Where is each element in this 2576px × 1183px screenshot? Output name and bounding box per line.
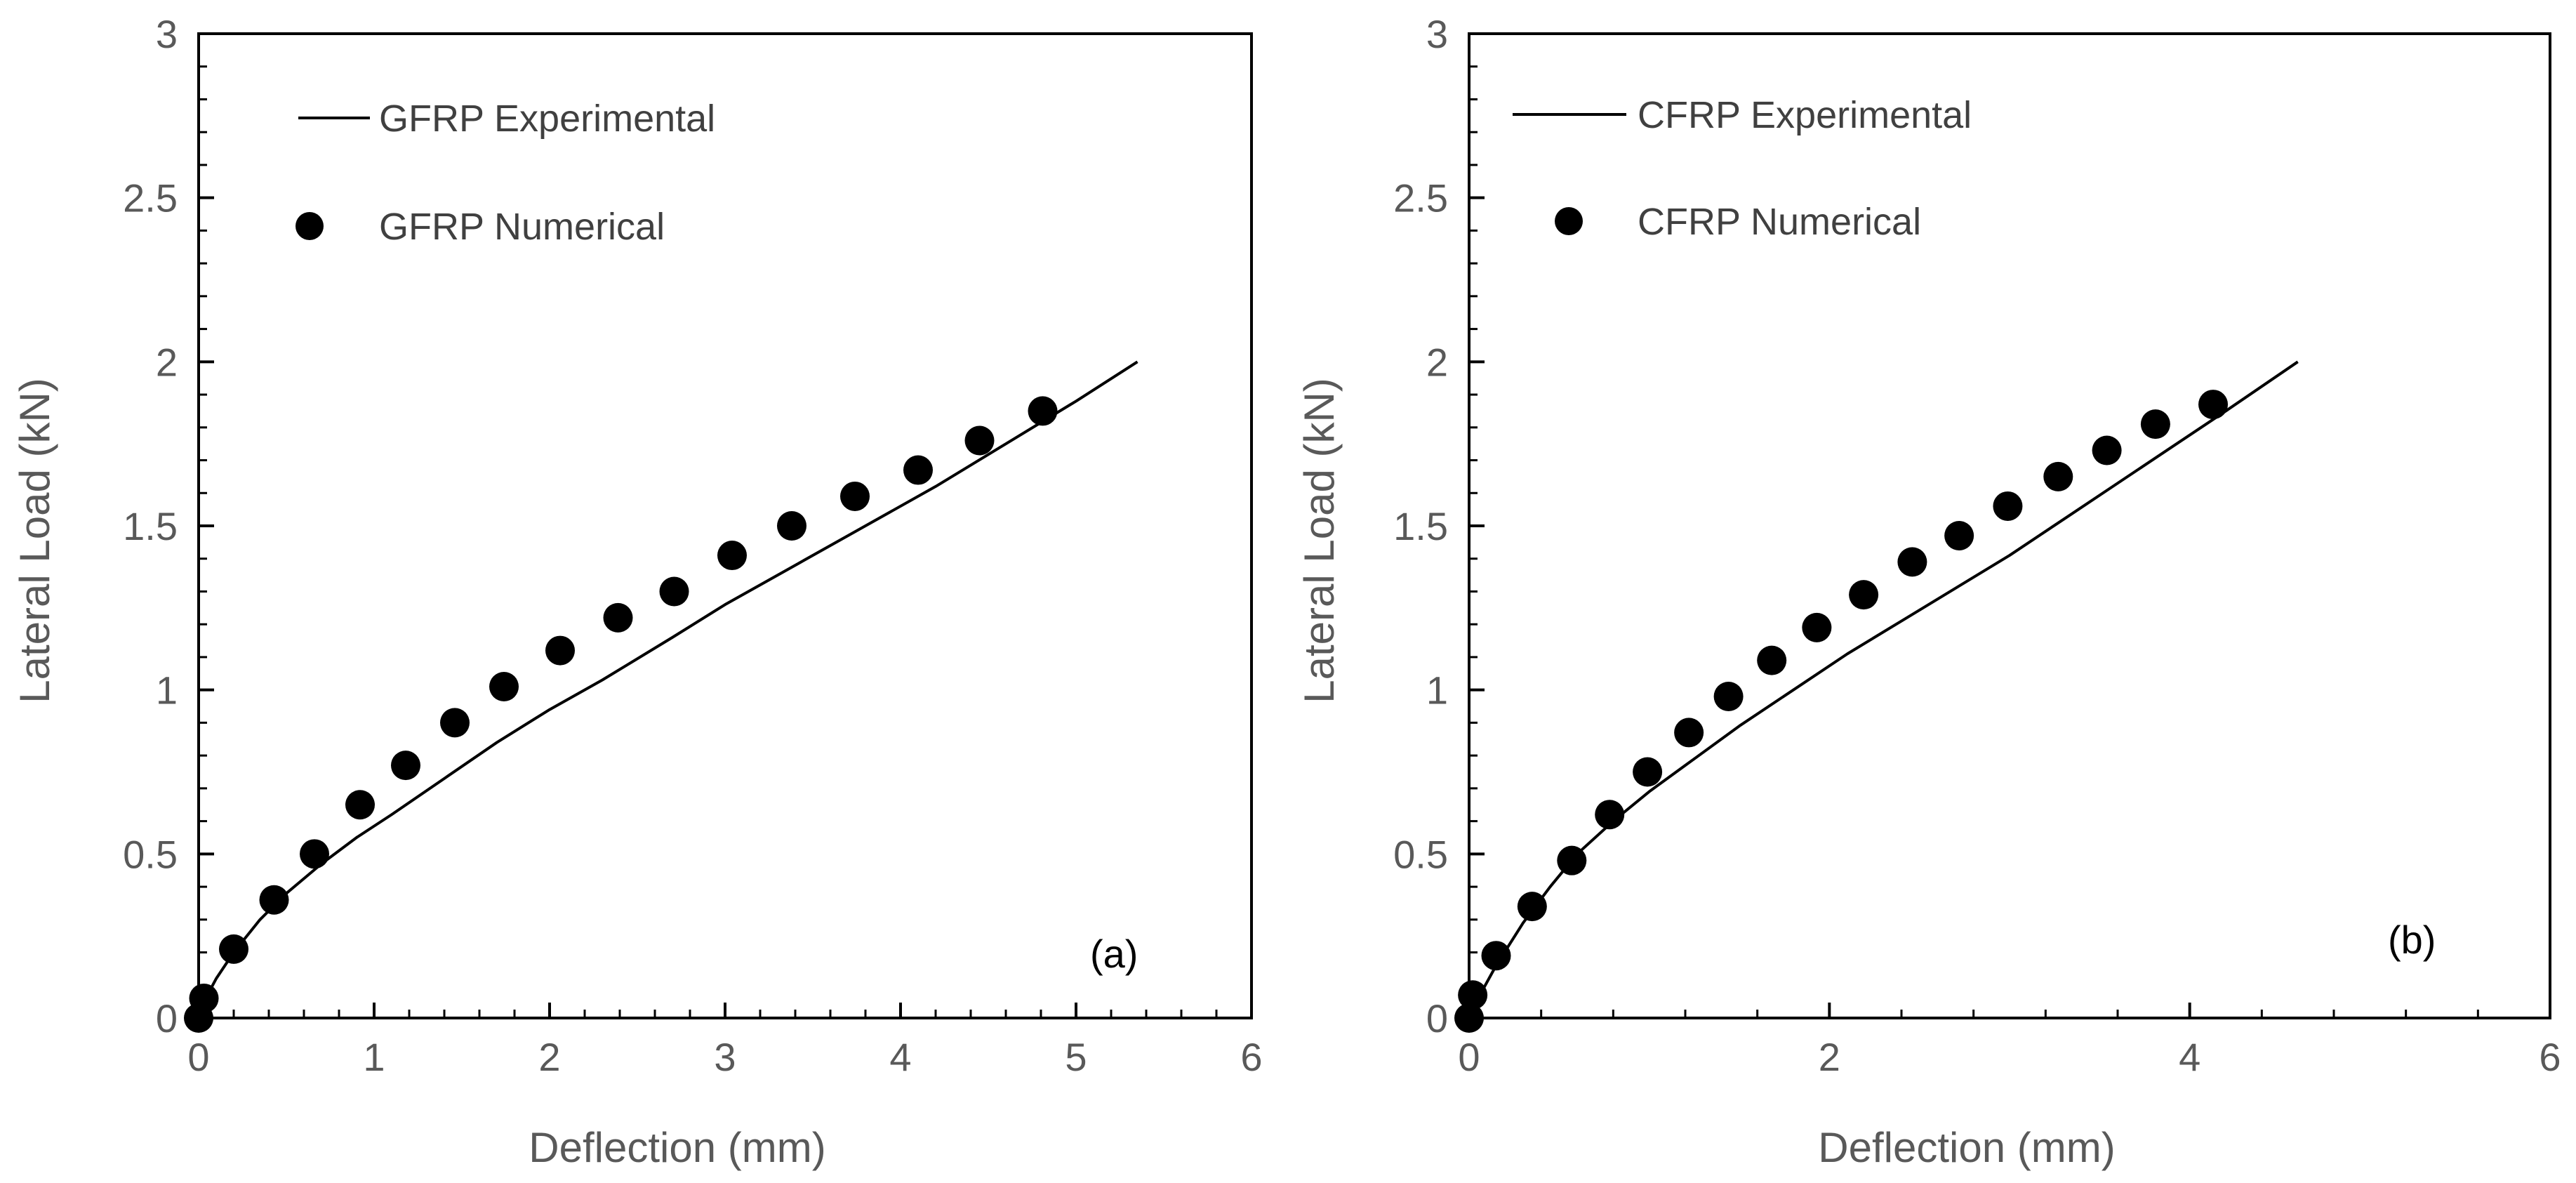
data-point-numerical (219, 934, 248, 964)
data-point-numerical (2198, 390, 2229, 420)
y-tick-label: 2.5 (123, 176, 178, 220)
y-tick-label: 1.5 (123, 504, 178, 548)
y-axis-title: Lateral Load (kN) (11, 378, 58, 703)
data-point-numerical (1557, 845, 1587, 875)
data-point-numerical (603, 602, 633, 633)
y-tick-label: 0.5 (1393, 832, 1448, 876)
data-point-numerical (1633, 757, 1663, 787)
legend: CFRP Experimental CFRP Numerical (1513, 94, 1972, 243)
legend-label-experimental: CFRP Experimental (1638, 94, 1972, 136)
series-line-experimental (1468, 360, 2299, 1019)
y-tick-label: 1.5 (1393, 504, 1448, 548)
x-tick-label: 1 (363, 1035, 385, 1079)
data-point-numerical (903, 455, 933, 485)
y-tick-label: 0 (1426, 996, 1448, 1040)
x-tick-label: 0 (187, 1035, 209, 1079)
data-point-numerical (2092, 435, 2122, 465)
legend-marker-swatch (296, 212, 324, 240)
y-tick-label: 2 (1426, 340, 1448, 384)
y-tick-label: 0.5 (123, 832, 178, 876)
data-point-numerical (440, 708, 470, 738)
panel-label: (b) (2388, 918, 2436, 962)
plot-frame (197, 32, 1253, 1019)
y-tick-label: 1 (1426, 668, 1448, 713)
data-point-numerical (1458, 980, 1488, 1010)
plot-area (184, 360, 1138, 1033)
y-axis-title: Lateral Load (kN) (1296, 378, 1343, 703)
data-point-numerical (1028, 396, 1058, 426)
series-line-experimental (197, 360, 1138, 1019)
data-point-numerical (1897, 547, 1927, 577)
x-tick-label: 2 (538, 1035, 560, 1079)
data-point-numerical (489, 671, 519, 701)
y-tick-label: 1 (156, 668, 178, 713)
x-axis-title: Deflection (mm) (529, 1124, 825, 1171)
data-point-numerical (189, 983, 219, 1013)
data-point-numerical (2043, 461, 2073, 491)
panel-label: (a) (1090, 932, 1138, 976)
data-point-numerical (1757, 645, 1787, 675)
data-point-numerical (345, 790, 375, 820)
data-point-numerical (1849, 580, 1879, 610)
y-tick-label: 3 (156, 12, 178, 56)
x-tick-label: 6 (1240, 1035, 1262, 1079)
data-point-numerical (1993, 491, 2023, 521)
data-point-numerical (1454, 1003, 1484, 1033)
x-tick-label: 6 (2539, 1035, 2561, 1079)
legend-label-numerical: CFRP Numerical (1638, 201, 1921, 243)
data-point-numerical (1802, 612, 1832, 642)
data-point-numerical (659, 576, 689, 607)
x-tick-label: 4 (889, 1035, 911, 1079)
data-point-numerical (1481, 941, 1511, 971)
data-point-numerical (1674, 718, 1704, 748)
data-point-numerical (300, 839, 329, 869)
data-point-numerical (840, 481, 870, 511)
data-point-numerical (391, 751, 420, 781)
plot-area (1454, 360, 2299, 1033)
axes: 0 0.5 1 1.5 2 2.5 3 0 1 2 3 4 5 6 (123, 12, 1262, 1079)
legend: GFRP Experimental GFRP Numerical (296, 98, 715, 248)
x-tick-label: 3 (714, 1035, 736, 1079)
data-point-numerical (964, 425, 995, 456)
data-point-numerical (545, 635, 575, 666)
y-tick-label: 3 (1426, 12, 1448, 56)
y-tick-label: 0 (156, 996, 178, 1040)
x-tick-label: 4 (2179, 1035, 2200, 1079)
data-point-numerical (777, 511, 806, 541)
data-point-numerical (1595, 800, 1625, 830)
data-point-numerical (2140, 409, 2170, 440)
y-tick-label: 2 (156, 340, 178, 384)
data-point-numerical (1517, 892, 1547, 922)
axes: 0 0.5 1 1.5 2 2.5 3 0 2 4 6 (1393, 12, 2561, 1079)
x-axis-title: Deflection (mm) (1818, 1124, 2115, 1171)
chart-panel-b: 0 0.5 1 1.5 2 2.5 3 0 2 4 6 CFRP Experimental CFRP… (1296, 12, 2561, 1171)
data-point-numerical (1713, 682, 1744, 712)
legend-marker-swatch (1555, 207, 1583, 235)
data-point-numerical (259, 885, 289, 915)
data-point-numerical (717, 541, 747, 571)
chart-panel-a: 0 0.5 1 1.5 2 2.5 3 0 1 2 3 4 5 6 GFRP Experimental G… (11, 12, 1263, 1171)
x-tick-label: 2 (1819, 1035, 1840, 1079)
plot-frame (1468, 32, 2551, 1019)
data-point-numerical (1944, 521, 1974, 551)
y-tick-label: 2.5 (1393, 176, 1448, 220)
legend-label-numerical: GFRP Numerical (379, 206, 665, 248)
x-tick-label: 5 (1065, 1035, 1087, 1079)
legend-label-experimental: GFRP Experimental (379, 98, 715, 140)
x-tick-label: 0 (1458, 1035, 1480, 1079)
